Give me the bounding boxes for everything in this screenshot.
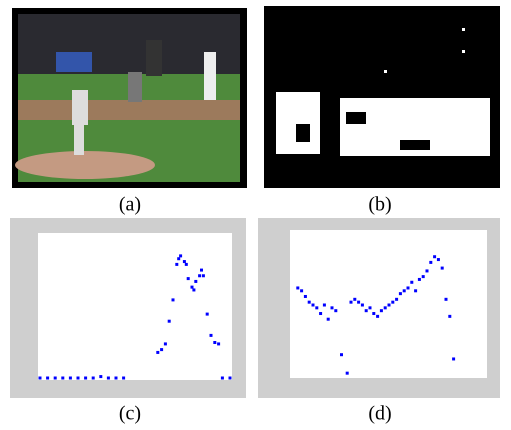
point <box>69 377 72 380</box>
point <box>177 257 180 260</box>
point <box>429 261 432 264</box>
point <box>296 286 299 289</box>
panel-label: (d) <box>368 403 391 425</box>
point <box>61 377 64 380</box>
point <box>99 375 102 378</box>
point <box>39 377 42 380</box>
point <box>391 301 394 304</box>
point <box>384 306 387 309</box>
point <box>407 286 410 289</box>
point <box>92 377 95 380</box>
point <box>323 304 326 307</box>
point <box>185 263 188 266</box>
point <box>361 304 364 307</box>
point <box>422 275 425 278</box>
point <box>191 286 194 289</box>
panel-label: (b) <box>368 194 391 216</box>
point <box>210 334 213 337</box>
point <box>312 304 315 307</box>
point <box>198 274 201 277</box>
point <box>372 312 375 315</box>
point <box>84 377 87 380</box>
point <box>399 292 402 295</box>
point <box>194 280 197 283</box>
point <box>54 377 57 380</box>
point <box>172 298 175 301</box>
point <box>414 289 417 292</box>
point <box>410 281 413 284</box>
point <box>433 255 436 258</box>
point <box>300 289 303 292</box>
point <box>315 306 318 309</box>
point <box>77 377 80 380</box>
point <box>206 313 209 316</box>
point <box>122 377 125 380</box>
point <box>164 342 167 345</box>
point <box>426 269 429 272</box>
figure: (a) (b) (c) (d) <box>0 0 511 430</box>
point <box>202 274 205 277</box>
point <box>441 267 444 270</box>
point <box>445 298 448 301</box>
panel-label: (a) <box>119 194 141 216</box>
point <box>308 301 311 304</box>
point <box>357 301 360 304</box>
mask-panel <box>264 6 500 188</box>
point <box>304 295 307 298</box>
point <box>46 377 49 380</box>
point <box>452 357 455 360</box>
point <box>187 277 190 280</box>
point <box>334 309 337 312</box>
point <box>365 309 368 312</box>
point <box>388 304 391 307</box>
photo-panel <box>12 8 247 188</box>
panel-label: (c) <box>119 403 141 425</box>
point <box>175 263 178 266</box>
point <box>350 301 353 304</box>
point <box>160 348 163 351</box>
point <box>229 377 232 380</box>
point <box>376 315 379 318</box>
point <box>200 269 203 272</box>
point <box>213 341 216 344</box>
point <box>437 258 440 261</box>
plot-area <box>38 233 232 380</box>
point <box>340 353 343 356</box>
point <box>327 318 330 321</box>
point <box>107 377 110 380</box>
point <box>319 312 322 315</box>
point <box>403 289 406 292</box>
point <box>395 298 398 301</box>
point <box>221 377 224 380</box>
point <box>331 306 334 309</box>
point <box>448 315 451 318</box>
point <box>369 306 372 309</box>
point <box>217 342 220 345</box>
point <box>192 288 195 291</box>
point <box>183 260 186 263</box>
point <box>156 351 159 354</box>
point <box>380 309 383 312</box>
point <box>168 320 171 323</box>
point <box>179 254 182 257</box>
point <box>346 372 349 375</box>
point <box>353 298 356 301</box>
point <box>418 278 421 281</box>
point <box>115 377 118 380</box>
